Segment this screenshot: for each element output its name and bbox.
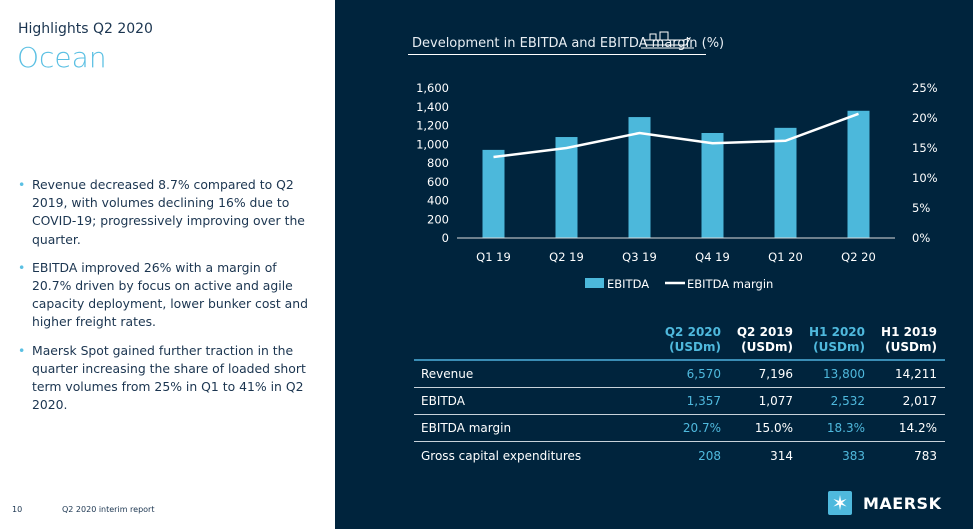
ebitda-bar (774, 127, 797, 238)
table-header: Q2 2020 (USDm) Q2 2019 (USDm) H1 2020 (USDm… (414, 325, 945, 361)
report-name: Q2 2020 interim report (62, 505, 155, 514)
bullet-item: EBITDA improved 26% with a margin of 20.… (18, 259, 318, 332)
col-header: H1 2019 (USDm) (881, 325, 937, 354)
cell-value: 7,196 (758, 367, 793, 381)
table-row: Gross capital expenditures 208 314 383 783 (414, 442, 945, 469)
ship-icon (641, 31, 694, 49)
y-tick-label: 1,400 (416, 100, 449, 114)
table-row: EBITDA margin 20.7% 15.0% 18.3% 14.2% (414, 415, 945, 442)
x-tick-label: Q1 19 (476, 250, 511, 264)
y2-tick-label: 0% (912, 231, 930, 245)
x-tick-label: Q3 19 (622, 250, 657, 264)
y-tick-label: 1,200 (416, 119, 449, 133)
ebitda-bar (847, 110, 870, 238)
star-icon: ✶ (828, 491, 852, 515)
cell-value: 2,532 (830, 394, 865, 408)
cell-value: 783 (914, 448, 937, 463)
cell-value: 14.2% (898, 421, 937, 435)
chart-panel: Development in EBITDA and EBITDA margin … (335, 0, 973, 529)
title-underline (408, 54, 706, 55)
col-header: H1 2020 (USDm) (809, 325, 865, 354)
col-header: Q2 2019 (USDm) (736, 325, 793, 354)
ebitda-bar (628, 117, 651, 238)
ebitda-bar (555, 137, 578, 238)
bullet-item: Maersk Spot gained further traction in t… (18, 342, 318, 415)
y-tick-label: 1,000 (416, 137, 449, 151)
y2-tick-label: 5% (912, 201, 930, 215)
cell-value: 208 (698, 448, 721, 463)
highlights-list: Revenue decreased 8.7% compared to Q2 20… (18, 176, 318, 424)
row-label: EBITDA (421, 394, 465, 408)
y-tick-label: 0 (442, 231, 449, 245)
page-title: Ocean (17, 41, 107, 74)
cell-value: 1,077 (758, 394, 793, 408)
cell-value: 20.7% (682, 421, 721, 435)
cell-value: 2,017 (902, 394, 937, 408)
y2-tick-label: 10% (912, 171, 938, 185)
table-row: Revenue 6,570 7,196 13,800 14,211 (414, 361, 945, 388)
legend-label: EBITDA (607, 277, 649, 291)
y-tick-label: 200 (427, 212, 449, 226)
y-tick-label: 400 (427, 194, 449, 208)
row-label: Gross capital expenditures (421, 448, 582, 463)
ebitda-bar (482, 149, 505, 238)
x-tick-label: Q2 19 (549, 250, 584, 264)
cell-value: 1,357 (686, 394, 721, 408)
page-number: 10 (12, 505, 23, 514)
ebitda-margin-line (493, 112, 859, 159)
text-panel: Highlights Q2 2020 Ocean Revenue decreas… (0, 0, 335, 529)
y-tick-label: 800 (427, 156, 449, 170)
y2-tick-label: 20% (912, 111, 938, 125)
x-tick-label: Q2 20 (841, 250, 876, 264)
y2-tick-label: 15% (912, 141, 938, 155)
y-tick-label: 600 (427, 175, 449, 189)
cell-value: 15.0% (754, 421, 793, 435)
y-tick-label: 1,600 (416, 81, 449, 95)
table-row: EBITDA 1,357 1,077 2,532 2,017 (414, 388, 945, 415)
section-kicker: Highlights Q2 2020 (18, 21, 153, 37)
ebitda-chart: 0 200 400 600 800 1,000 1,200 1,400 1,600 0% 5% 10%… (416, 81, 938, 291)
cell-value: 18.3% (826, 421, 865, 435)
maersk-logo: ✶ MAERSK (828, 491, 941, 515)
row-label: Revenue (421, 367, 474, 381)
legend-label: EBITDA margin (687, 277, 773, 291)
cell-value: 13,800 (823, 367, 865, 381)
col-header: Q2 2020 (USDm) (664, 325, 721, 354)
legend-bar-swatch (585, 278, 604, 288)
ebitda-bar (701, 133, 724, 238)
financials-table: Q2 2020 (USDm) Q2 2019 (USDm) H1 2020 (USDm… (414, 325, 945, 469)
cell-value: 383 (842, 448, 865, 463)
cell-value: 14,211 (895, 367, 937, 381)
cell-value: 6,570 (686, 367, 721, 381)
y2-tick-label: 25% (912, 81, 938, 95)
row-label: EBITDA margin (421, 421, 512, 435)
bullet-item: Revenue decreased 8.7% compared to Q2 20… (18, 176, 318, 249)
x-tick-label: Q1 20 (768, 250, 803, 264)
x-tick-label: Q4 19 (695, 250, 730, 264)
cell-value: 314 (770, 448, 793, 463)
